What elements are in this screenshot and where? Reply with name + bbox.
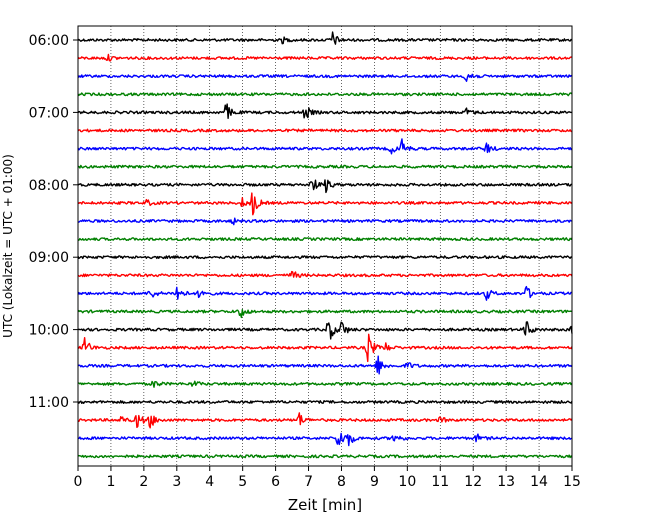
trace-0630: [77, 73, 573, 82]
x-tick-label-0: 0: [74, 474, 83, 490]
y-tick-label-1100: 11:00: [29, 395, 69, 411]
x-tick-label-3: 3: [172, 474, 181, 490]
x-tick-label-14: 14: [530, 474, 548, 490]
trace-1130: [77, 432, 573, 447]
x-tick-label-6: 6: [271, 474, 280, 490]
x-axis-label: Zeit [min]: [288, 496, 362, 514]
y-tick-label-0700: 07:00: [29, 105, 69, 121]
trace-1145: [77, 454, 573, 459]
trace-0715: [77, 128, 573, 133]
x-tick-label-10: 10: [398, 474, 416, 490]
trace-0930: [77, 285, 573, 301]
x-tick-label-2: 2: [139, 474, 148, 490]
trace-0645: [77, 92, 573, 97]
trace-1000: [77, 321, 573, 340]
trace-1015: [77, 333, 573, 363]
y-tick-label-1000: 10:00: [29, 323, 69, 339]
trace-0730: [77, 138, 573, 155]
y-axis-ticks: 06:00 07:00 08:00 09:00 10:00 11:00: [29, 33, 78, 411]
trace-0815: [77, 192, 573, 216]
x-axis-ticks: 0 1 2 3 4 5 6 7 8 9 10 11 12 13 14 15: [74, 466, 581, 490]
x-tick-label-13: 13: [497, 474, 515, 490]
x-tick-label-15: 15: [563, 474, 581, 490]
x-tick-label-1: 1: [106, 474, 115, 490]
trace-1045: [77, 380, 573, 388]
trace-0615: [77, 53, 573, 62]
x-tick-label-4: 4: [205, 474, 214, 490]
trace-0830: [77, 217, 573, 226]
y-tick-label-0800: 08:00: [29, 178, 69, 194]
x-tick-label-11: 11: [431, 474, 449, 490]
x-tick-label-7: 7: [304, 474, 313, 490]
trace-1115: [77, 412, 573, 429]
y-axis-label: UTC (Lokalzeit = UTC + 01:00): [1, 154, 15, 338]
trace-1030: [77, 355, 573, 375]
x-tick-label-5: 5: [238, 474, 247, 490]
trace-1100: [77, 400, 573, 404]
x-tick-label-9: 9: [370, 474, 379, 490]
trace-0800: [77, 179, 573, 194]
trace-0945: [77, 309, 573, 319]
x-tick-label-8: 8: [337, 474, 346, 490]
plot-frame: [77, 25, 573, 467]
trace-0845: [77, 237, 573, 242]
x-tick-label-12: 12: [464, 474, 482, 490]
trace-0600: [77, 31, 573, 45]
y-tick-label-0600: 06:00: [29, 33, 69, 49]
trace-0700: [77, 103, 573, 120]
trace-0900: [77, 255, 573, 260]
trace-0745: [77, 164, 573, 169]
y-tick-label-0900: 09:00: [29, 250, 69, 266]
trace-0915: [77, 270, 573, 278]
seismic-traces: [77, 31, 573, 459]
grid-lines: [110, 26, 540, 466]
